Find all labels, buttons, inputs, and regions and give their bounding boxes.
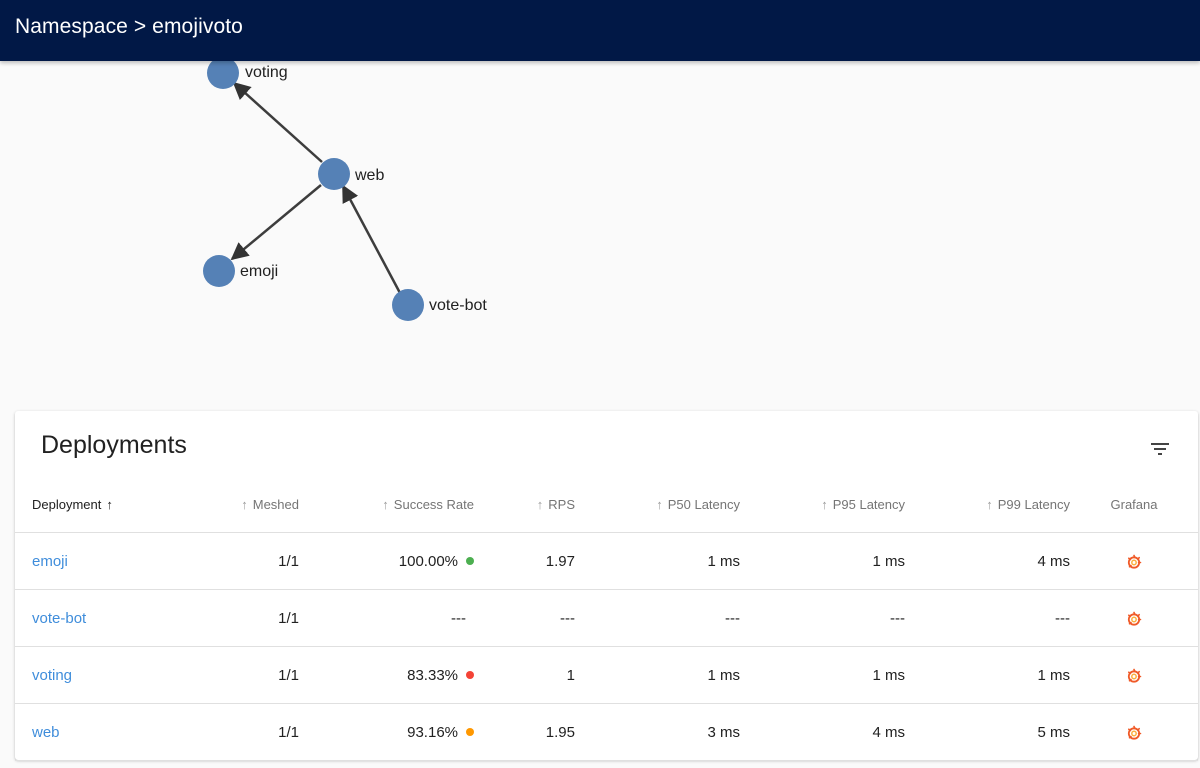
node-circle[interactable]	[318, 158, 350, 190]
p99-latency-value: 5 ms	[905, 703, 1070, 761]
grafana-cell	[1070, 532, 1198, 590]
table-row: voting 1/1 83.33% 1 1 ms 1 ms 1 ms	[15, 646, 1198, 704]
grafana-icon[interactable]	[1126, 668, 1142, 684]
node-label: voting	[245, 64, 288, 81]
column-header-p95-latency[interactable]: ↑ P95 Latency	[740, 476, 905, 533]
column-header-p99-latency[interactable]: ↑ P99 Latency	[905, 476, 1070, 533]
edge-web-emoji	[230, 184, 322, 261]
deployment-link[interactable]: vote-bot	[32, 609, 87, 627]
meshed-value: 1/1	[212, 646, 299, 704]
p99-latency-value: ---	[905, 589, 1070, 647]
deployments-title: Deployments	[41, 431, 187, 459]
grafana-icon[interactable]	[1126, 611, 1142, 627]
column-header-p50-latency[interactable]: ↑ P50 Latency	[575, 476, 740, 533]
top-app-bar: Namespace > emojivoto	[0, 0, 1200, 61]
column-label: P50 Latency	[667, 496, 740, 512]
p95-latency-value: 1 ms	[740, 646, 905, 704]
sort-arrow-icon: ↑	[536, 496, 544, 512]
node-label: vote-bot	[429, 297, 487, 314]
deployment-link[interactable]: web	[32, 723, 60, 741]
grafana-cell	[1070, 703, 1198, 761]
sort-arrow-icon: ↑	[382, 496, 389, 512]
column-header-grafana: Grafana	[1070, 476, 1198, 533]
success-rate-value: ---	[451, 609, 466, 627]
column-label: Deployment	[32, 496, 102, 512]
grafana-icon[interactable]	[1126, 725, 1142, 741]
node-web[interactable]: web	[318, 158, 384, 190]
column-header-success-rate[interactable]: ↑ Success Rate	[299, 476, 474, 533]
column-label: RPS	[548, 496, 575, 512]
p50-latency-value: 3 ms	[575, 703, 740, 761]
table-row: web 1/1 93.16% 1.95 3 ms 4 ms 5 ms	[15, 703, 1198, 761]
node-voting[interactable]: voting	[207, 61, 288, 89]
namespace-graph: voting web emoji vote-bot	[0, 61, 1200, 401]
rps-value: 1	[474, 646, 575, 704]
breadcrumb: Namespace > emojivoto	[15, 15, 243, 38]
column-label: Meshed	[252, 496, 299, 512]
deployment-link[interactable]: voting	[32, 666, 73, 684]
meshed-value: 1/1	[212, 703, 299, 761]
grafana-cell	[1070, 589, 1198, 647]
column-label: Grafana	[1110, 496, 1158, 512]
rps-value: 1.95	[474, 703, 575, 761]
node-label: web	[354, 167, 384, 184]
deployment-link[interactable]: emoji	[32, 552, 68, 570]
success-rate-cell: ---	[299, 589, 474, 647]
table-row: vote-bot 1/1 --- --- --- --- ---	[15, 589, 1198, 647]
sort-arrow-icon: ↑	[241, 496, 248, 512]
meshed-value: 1/1	[212, 589, 299, 647]
column-header-rps[interactable]: ↑ RPS	[474, 476, 575, 533]
p95-latency-value: 1 ms	[740, 532, 905, 590]
node-vote-bot[interactable]: vote-bot	[392, 289, 487, 321]
column-label: P95 Latency	[832, 496, 905, 512]
success-rate-cell: 100.00%	[299, 532, 474, 590]
p99-latency-value: 1 ms	[905, 646, 1070, 704]
p95-latency-value: ---	[740, 589, 905, 647]
rps-value: 1.97	[474, 532, 575, 590]
sort-arrow-icon: ↑	[656, 496, 663, 512]
node-emoji[interactable]: emoji	[203, 255, 278, 287]
grafana-icon[interactable]	[1126, 554, 1142, 570]
grafana-cell	[1070, 646, 1198, 704]
filter-list-icon[interactable]	[1148, 437, 1172, 461]
p95-latency-value: 4 ms	[740, 703, 905, 761]
table-header-row: Deployment ↑ ↑ Meshed ↑ Success Rate ↑ RPS ↑…	[15, 476, 1198, 533]
edge-web-voting	[232, 81, 323, 163]
edge-votebot-web	[341, 184, 402, 294]
sort-arrow-icon: ↑	[986, 496, 993, 512]
p99-latency-value: 4 ms	[905, 532, 1070, 590]
p50-latency-value: ---	[575, 589, 740, 647]
p50-latency-value: 1 ms	[575, 532, 740, 590]
status-dot	[466, 670, 474, 679]
node-circle[interactable]	[392, 289, 424, 321]
success-rate-value: 93.16%	[407, 723, 458, 741]
column-header-meshed[interactable]: ↑ Meshed	[212, 476, 299, 533]
graph-canvas: voting web emoji vote-bot	[203, 61, 487, 321]
column-label: P99 Latency	[997, 496, 1070, 512]
rps-value: ---	[474, 589, 575, 647]
success-rate-cell: 83.33%	[299, 646, 474, 704]
success-rate-cell: 93.16%	[299, 703, 474, 761]
status-dot	[466, 556, 474, 565]
node-circle[interactable]	[207, 61, 239, 89]
success-rate-value: 100.00%	[398, 552, 458, 570]
deployments-table: Deployment ↑ ↑ Meshed ↑ Success Rate ↑ RPS ↑…	[15, 476, 1198, 761]
success-rate-value: 83.33%	[407, 666, 458, 684]
sort-ascending-icon: ↑	[106, 496, 113, 512]
deployments-card: Deployments Deployment ↑ ↑ Meshed ↑ Success…	[15, 411, 1198, 761]
column-label: Success Rate	[393, 496, 474, 512]
column-header-deployment[interactable]: Deployment ↑	[15, 476, 212, 533]
p50-latency-value: 1 ms	[575, 646, 740, 704]
meshed-value: 1/1	[212, 532, 299, 590]
sort-arrow-icon: ↑	[821, 496, 828, 512]
node-circle[interactable]	[203, 255, 235, 287]
table-row: emoji 1/1 100.00% 1.97 1 ms 1 ms 4 ms	[15, 532, 1198, 590]
status-dot	[466, 727, 474, 736]
node-label: emoji	[240, 263, 278, 280]
